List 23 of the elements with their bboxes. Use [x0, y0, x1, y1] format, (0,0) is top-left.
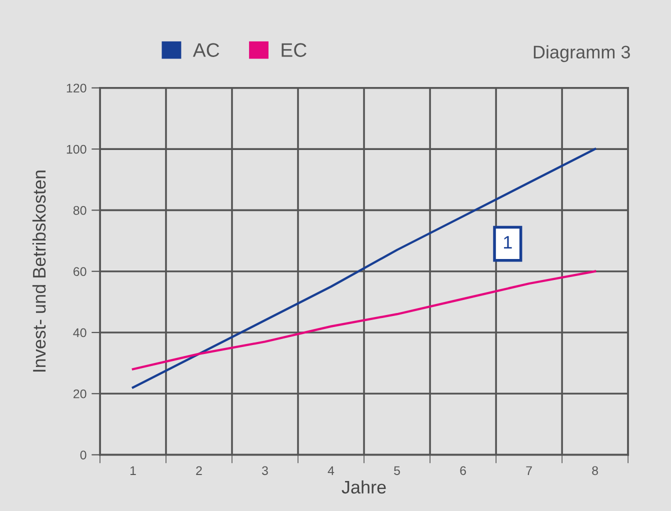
y-tick-label: 120	[66, 84, 86, 93]
y-tick-label: 20	[74, 389, 86, 398]
x-tick-label: 5	[394, 466, 400, 476]
x-tick-label: 8	[592, 466, 598, 476]
chart-title: Diagramm 3	[534, 45, 630, 62]
y-tick-label: 0	[80, 450, 86, 460]
x-tick-label: 7	[526, 466, 532, 475]
x-tick-label: 6	[460, 466, 466, 476]
legend-label: EC	[282, 43, 306, 57]
x-tick-label: 3	[262, 466, 268, 476]
y-tick-label: 40	[73, 328, 86, 338]
y-tick-label: 100	[66, 144, 86, 154]
line-series	[132, 270, 596, 370]
x-tick-label: 1	[130, 466, 136, 475]
annotation: 1	[504, 236, 512, 248]
y-axis-title: Invest- und Betribskosten	[32, 170, 46, 372]
y-tick-label: 60	[74, 267, 86, 276]
line-series	[132, 148, 596, 389]
x-tick-label: 4	[328, 466, 334, 475]
x-axis-title: Jahre	[342, 480, 386, 494]
legend-label: AC	[192, 43, 220, 57]
x-tick-label: 2	[196, 466, 202, 475]
y-tick-label: 80	[73, 206, 86, 215]
